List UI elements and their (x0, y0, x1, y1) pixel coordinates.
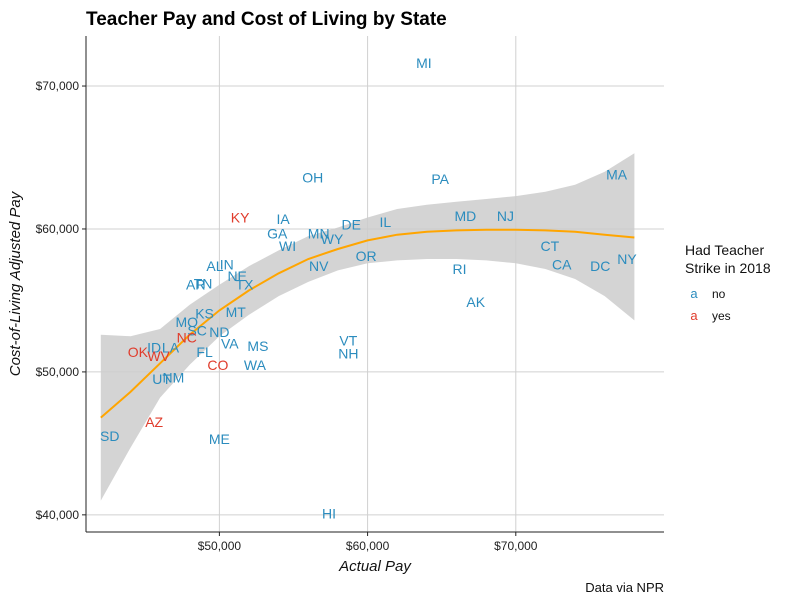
state-label-in: IN (220, 257, 234, 273)
state-label-nd: ND (209, 324, 229, 340)
state-label-ms: MS (247, 338, 268, 354)
state-label-ut: UT (152, 371, 171, 387)
state-label-ma: MA (606, 167, 628, 183)
y-axis-ticks: $40,000 $50,000 $60,000 $70,000 (36, 79, 86, 522)
state-label-vt: VT (339, 332, 357, 348)
legend-label-no: no (712, 287, 726, 301)
state-label-ga: GA (267, 225, 288, 241)
state-label-ne: NE (227, 268, 246, 284)
state-label-ky: KY (231, 210, 250, 226)
state-label-pa: PA (431, 171, 449, 187)
caption: Data via NPR (585, 580, 664, 595)
state-label-id: ID (147, 340, 161, 356)
state-label-mn: MN (308, 225, 330, 241)
state-label-nm: NM (163, 370, 185, 386)
y-tick-label: $50,000 (36, 365, 80, 379)
state-label-nh: NH (338, 345, 358, 361)
state-label-ak: AK (466, 294, 485, 310)
legend-title-line-2: Strike in 2018 (685, 260, 771, 276)
state-label-wy: WY (321, 231, 344, 247)
state-label-va: VA (221, 335, 239, 351)
state-label-wa: WA (244, 357, 267, 373)
state-label-dc: DC (590, 258, 610, 274)
x-tick-label: $50,000 (198, 539, 242, 553)
state-label-or: OR (356, 248, 377, 264)
state-label-ia: IA (276, 211, 290, 227)
state-label-ny: NY (617, 251, 637, 267)
x-axis-title: Actual Pay (338, 558, 412, 575)
state-label-mo: MO (175, 314, 198, 330)
y-tick-label: $70,000 (36, 79, 80, 93)
legend-title-line-1: Had Teacher (685, 242, 764, 258)
y-tick-label: $40,000 (36, 508, 80, 522)
chart-title: Teacher Pay and Cost of Living by State (86, 9, 447, 30)
x-tick-label: $60,000 (346, 539, 390, 553)
state-label-ca: CA (552, 257, 572, 273)
state-label-wv: WV (147, 348, 170, 364)
state-label-al: AL (206, 258, 223, 274)
state-label-wi: WI (279, 238, 296, 254)
y-axis-title: Cost-of-Living Adjusted Pay (7, 190, 24, 376)
state-label-la: LA (162, 340, 180, 356)
legend-key-yes: a (690, 308, 698, 323)
confidence-ribbon (100, 153, 635, 501)
state-label-mt: MT (226, 304, 247, 320)
state-label-az: AZ (145, 414, 163, 430)
y-tick-label: $60,000 (36, 222, 80, 236)
state-label-ar: AR (186, 277, 205, 293)
state-label-ri: RI (452, 261, 466, 277)
state-label-nc: NC (177, 330, 197, 346)
state-label-de: DE (342, 217, 361, 233)
state-label-oh: OH (302, 170, 323, 186)
x-axis-ticks: $50,000 $60,000 $70,000 (198, 532, 538, 553)
state-label-md: MD (455, 208, 477, 224)
legend: Had Teacher Strike in 2018 a no a yes (685, 242, 771, 323)
state-label-fl: FL (196, 344, 213, 360)
state-label-nv: NV (309, 258, 329, 274)
state-label-ct: CT (541, 238, 560, 254)
state-label-sd: SD (100, 428, 119, 444)
state-label-nj: NJ (497, 208, 514, 224)
state-label-tn: TN (194, 275, 213, 291)
smooth-line-layer (100, 228, 635, 419)
state-label-co: CO (207, 357, 228, 373)
legend-label-yes: yes (712, 309, 731, 323)
state-label-ks: KS (195, 305, 214, 321)
state-label-me: ME (209, 431, 230, 447)
x-tick-label: $70,000 (494, 539, 538, 553)
state-label-ok: OK (128, 344, 149, 360)
state-label-il: IL (380, 214, 392, 230)
state-label-mi: MI (416, 55, 432, 71)
state-label-sc: SC (187, 322, 206, 338)
state-label-tx: TX (236, 277, 255, 293)
smooth-line (100, 228, 635, 419)
state-label-hi: HI (322, 505, 336, 521)
confidence-ribbon-layer (100, 153, 635, 501)
legend-key-no: a (690, 286, 698, 301)
gridlines (86, 36, 664, 532)
